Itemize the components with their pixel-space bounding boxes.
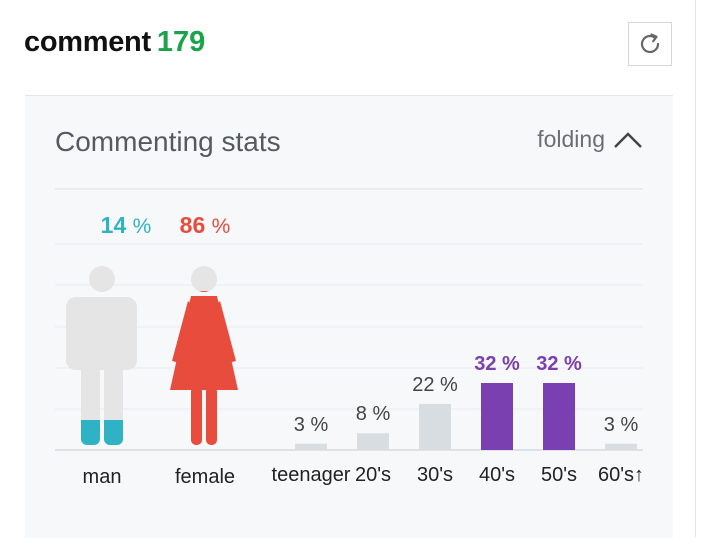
age-percent-label: 32 % bbox=[474, 353, 520, 375]
age-bar bbox=[295, 443, 327, 450]
refresh-button[interactable] bbox=[628, 22, 672, 66]
man-percent-value: 14 bbox=[100, 212, 127, 238]
folding-label: folding bbox=[537, 126, 605, 152]
age-percent-label: 22 % bbox=[412, 373, 458, 396]
age-bar bbox=[543, 383, 575, 450]
age-category-label: 50's bbox=[540, 464, 578, 486]
female-figure-fill bbox=[170, 291, 238, 445]
female-figure bbox=[170, 266, 238, 445]
man-percent: 14 % bbox=[81, 212, 171, 239]
female-percent-unit: % bbox=[211, 215, 231, 238]
age-percent-label: 3 % bbox=[603, 413, 639, 436]
age-category-label: 40's bbox=[478, 464, 516, 486]
man-percent-unit: % bbox=[132, 215, 152, 238]
age-percent-label: 32 % bbox=[536, 353, 582, 375]
age-category-label: 30's bbox=[416, 464, 454, 486]
age-category-label: 60's↑ bbox=[597, 464, 645, 486]
man-figure-base bbox=[66, 266, 137, 445]
age-percent-label: 3 % bbox=[293, 413, 329, 436]
chevron-up-icon bbox=[614, 131, 642, 148]
man-figure-fill bbox=[81, 419, 123, 445]
age-bar bbox=[357, 433, 389, 450]
stats-chart bbox=[55, 188, 643, 451]
age-bar bbox=[419, 403, 451, 450]
comment-header: comment 179 bbox=[24, 26, 205, 66]
age-percent-label: 8 % bbox=[355, 403, 391, 426]
female-percent: 86 % bbox=[160, 212, 250, 239]
female-label: female bbox=[174, 466, 236, 488]
age-bar bbox=[481, 383, 513, 450]
man-label: man bbox=[82, 466, 122, 488]
folding-toggle[interactable]: folding bbox=[537, 126, 643, 153]
age-bars bbox=[295, 383, 637, 450]
age-category-label: 20's bbox=[354, 464, 392, 486]
right-divider bbox=[695, 0, 696, 537]
comment-count: 179 bbox=[156, 26, 206, 58]
commenting-stats-panel: Commenting stats folding bbox=[25, 95, 673, 538]
panel-title: Commenting stats bbox=[55, 126, 281, 157]
refresh-icon bbox=[640, 33, 660, 54]
man-figure bbox=[66, 266, 137, 445]
age-bar bbox=[605, 443, 637, 450]
female-percent-value: 86 bbox=[179, 212, 206, 238]
comment-title: comment bbox=[24, 26, 151, 58]
age-category-label: teenager bbox=[271, 464, 351, 486]
